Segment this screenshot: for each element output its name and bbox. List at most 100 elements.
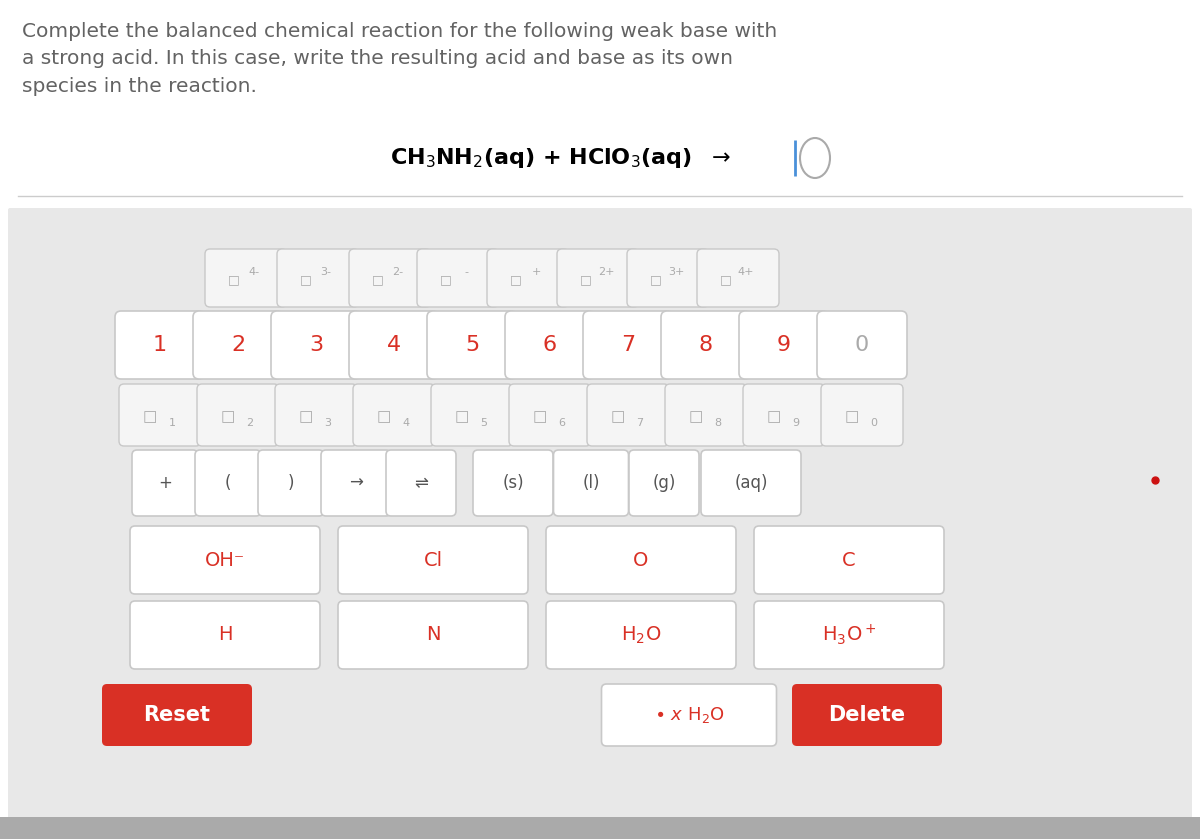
FancyBboxPatch shape (418, 249, 499, 307)
Text: 7: 7 (636, 418, 643, 428)
FancyBboxPatch shape (338, 526, 528, 594)
FancyBboxPatch shape (0, 817, 1200, 839)
Text: 4+: 4+ (738, 267, 755, 277)
FancyBboxPatch shape (102, 684, 252, 746)
Text: 3: 3 (308, 335, 323, 355)
FancyBboxPatch shape (701, 450, 802, 516)
FancyBboxPatch shape (193, 311, 283, 379)
Text: H: H (217, 626, 233, 644)
Text: (aq): (aq) (734, 474, 768, 492)
Text: CH$_3$NH$_2$(aq) + HClO$_3$(aq)  $\rightarrow$: CH$_3$NH$_2$(aq) + HClO$_3$(aq) $\righta… (390, 146, 731, 170)
FancyBboxPatch shape (553, 450, 629, 516)
Text: 3+: 3+ (668, 267, 684, 277)
FancyBboxPatch shape (8, 208, 1192, 831)
Text: □: □ (372, 274, 384, 286)
FancyBboxPatch shape (205, 249, 287, 307)
Text: □: □ (611, 409, 625, 425)
Text: 2-: 2- (392, 267, 403, 277)
Text: Cl: Cl (424, 550, 443, 570)
Text: H$_2$O: H$_2$O (620, 624, 661, 646)
Text: 5: 5 (480, 418, 487, 428)
FancyBboxPatch shape (115, 311, 205, 379)
FancyBboxPatch shape (821, 384, 904, 446)
Text: 9: 9 (776, 335, 791, 355)
Text: N: N (426, 626, 440, 644)
Text: -: - (464, 267, 468, 277)
FancyBboxPatch shape (132, 450, 198, 516)
FancyBboxPatch shape (505, 311, 595, 379)
FancyBboxPatch shape (349, 249, 431, 307)
Text: Reset: Reset (144, 705, 210, 725)
FancyBboxPatch shape (629, 450, 698, 516)
Text: 0: 0 (870, 418, 877, 428)
FancyBboxPatch shape (817, 311, 907, 379)
Text: 1: 1 (152, 335, 167, 355)
FancyBboxPatch shape (697, 249, 779, 307)
Text: □: □ (767, 409, 781, 425)
Text: □: □ (299, 409, 313, 425)
Text: 7: 7 (620, 335, 635, 355)
FancyBboxPatch shape (546, 526, 736, 594)
FancyBboxPatch shape (661, 311, 751, 379)
Text: +: + (158, 474, 172, 492)
FancyBboxPatch shape (509, 384, 592, 446)
Text: □: □ (650, 274, 662, 286)
FancyBboxPatch shape (119, 384, 202, 446)
Text: 3: 3 (324, 418, 331, 428)
Text: 4: 4 (402, 418, 409, 428)
FancyBboxPatch shape (546, 601, 736, 669)
Text: OH⁻: OH⁻ (205, 550, 245, 570)
Text: □: □ (221, 409, 235, 425)
FancyBboxPatch shape (353, 384, 436, 446)
FancyBboxPatch shape (130, 526, 320, 594)
FancyBboxPatch shape (628, 249, 709, 307)
FancyBboxPatch shape (271, 311, 361, 379)
Text: ⇌: ⇌ (414, 474, 428, 492)
FancyBboxPatch shape (583, 311, 673, 379)
Text: 6: 6 (558, 418, 565, 428)
Text: H$_3$O$^+$: H$_3$O$^+$ (822, 623, 876, 648)
Text: □: □ (580, 274, 592, 286)
Text: (: ( (224, 474, 232, 492)
FancyBboxPatch shape (665, 384, 746, 446)
FancyBboxPatch shape (322, 450, 391, 516)
Text: 8: 8 (698, 335, 713, 355)
Text: →: → (349, 474, 362, 492)
FancyBboxPatch shape (349, 311, 439, 379)
FancyBboxPatch shape (487, 249, 569, 307)
Text: (l): (l) (582, 474, 600, 492)
Text: O: O (634, 550, 649, 570)
FancyBboxPatch shape (277, 249, 359, 307)
Text: □: □ (720, 274, 732, 286)
Text: 4: 4 (386, 335, 401, 355)
FancyBboxPatch shape (431, 384, 514, 446)
Text: 5: 5 (464, 335, 479, 355)
Text: (g): (g) (653, 474, 676, 492)
Text: 4-: 4- (248, 267, 259, 277)
FancyBboxPatch shape (473, 450, 553, 516)
Text: □: □ (300, 274, 312, 286)
FancyBboxPatch shape (601, 684, 776, 746)
FancyBboxPatch shape (743, 384, 826, 446)
Text: +: + (532, 267, 541, 277)
FancyBboxPatch shape (557, 249, 640, 307)
Text: ): ) (288, 474, 294, 492)
FancyBboxPatch shape (275, 384, 358, 446)
FancyBboxPatch shape (258, 450, 324, 516)
Text: 3-: 3- (320, 267, 331, 277)
Text: □: □ (510, 274, 522, 286)
Text: 8: 8 (714, 418, 721, 428)
FancyBboxPatch shape (197, 384, 278, 446)
Text: □: □ (143, 409, 157, 425)
Text: C: C (842, 550, 856, 570)
Text: Delete: Delete (828, 705, 906, 725)
Text: □: □ (689, 409, 703, 425)
FancyBboxPatch shape (754, 526, 944, 594)
Text: 6: 6 (542, 335, 557, 355)
Text: 9: 9 (792, 418, 799, 428)
Text: 2+: 2+ (598, 267, 614, 277)
FancyBboxPatch shape (386, 450, 456, 516)
FancyBboxPatch shape (739, 311, 829, 379)
FancyBboxPatch shape (427, 311, 517, 379)
Text: (s): (s) (502, 474, 524, 492)
